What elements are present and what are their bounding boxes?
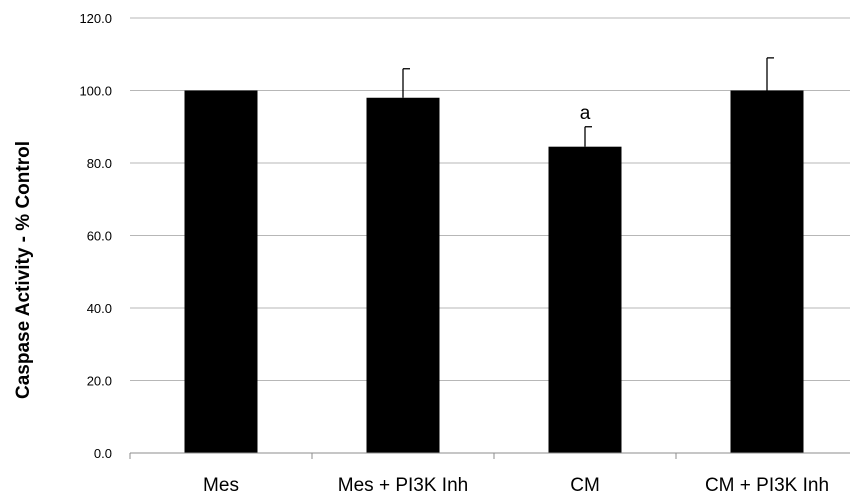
x-axis [129,452,850,459]
y-tick-label: 120.0 [79,11,112,26]
y-tick-label: 80.0 [87,156,112,171]
x-tick-label: Mes + PI3K Inh [338,475,468,496]
bar-mes [184,90,258,453]
bars [184,90,804,453]
error-bar [402,68,410,98]
error-bars [402,57,774,147]
error-bar [584,126,592,147]
y-tick-label: 60.0 [87,229,112,244]
bar-cm [548,146,622,453]
significance-label: a [580,103,591,124]
y-tick-label: 100.0 [79,84,112,99]
x-axis-ticks: Mes Mes + PI3K Inh CM CM + PI3K Inh [203,475,829,496]
y-axis-label: Caspase Activity - % Control [13,141,34,399]
x-tick-label: CM [570,475,600,496]
y-tick-label: 40.0 [87,301,112,316]
x-tick-label: Mes [203,475,239,496]
bar-mes-pi3k-inh [366,97,440,453]
y-tick-label: 20.0 [87,374,112,389]
bar-cm-pi3k-inh [730,90,804,453]
annotations: a [580,103,591,124]
x-tick-label: CM + PI3K Inh [705,475,829,496]
error-bar [766,57,774,91]
y-tick-label: 0.0 [94,446,112,461]
y-axis-ticks: 0.0 20.0 40.0 60.0 80.0 100.0 120.0 [79,11,112,461]
